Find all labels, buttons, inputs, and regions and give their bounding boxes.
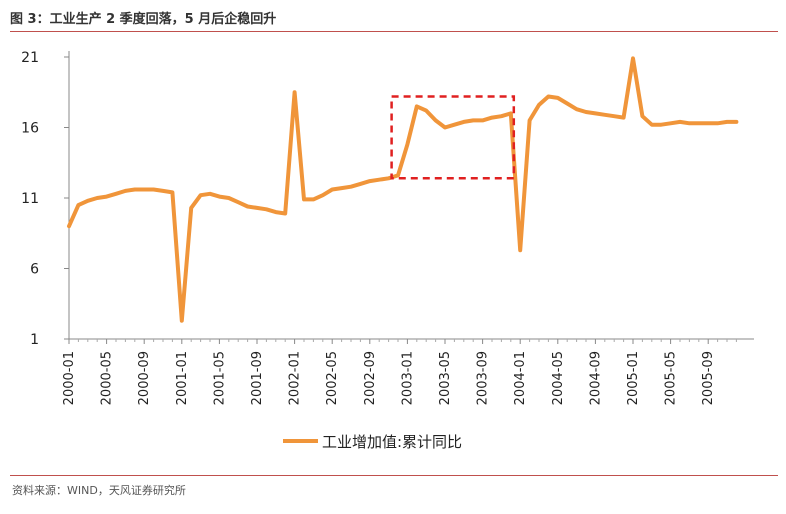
- y-tick-label: 1: [30, 332, 39, 348]
- x-tick-label: 2002-05: [325, 351, 340, 405]
- y-tick-label: 6: [30, 262, 39, 278]
- axes: [68, 51, 754, 340]
- legend: 工业增加值:累计同比: [283, 433, 462, 451]
- highlight-box: [390, 95, 516, 180]
- x-tick-label: 2003-01: [400, 351, 415, 405]
- x-tick-label: 2005-01: [626, 351, 641, 405]
- x-tick-label: 2005-05: [664, 351, 679, 405]
- x-tick-label: 2000-05: [100, 351, 115, 405]
- chart-title: 图 3：工业生产 2 季度回落，5 月后企稳回升: [10, 12, 277, 27]
- source-note: 资料来源：WIND，天风证券研究所: [12, 484, 186, 497]
- y-tick-label: 11: [21, 191, 39, 207]
- x-tick-label: 2003-05: [438, 351, 453, 405]
- x-tick-label: 2003-09: [476, 351, 491, 405]
- y-tick-label: 16: [21, 121, 39, 137]
- x-tick-label: 2001-09: [250, 351, 265, 405]
- x-tick-label: 2004-09: [588, 351, 603, 405]
- x-tick-label: 2005-09: [701, 351, 716, 405]
- bottom-divider: [10, 475, 778, 476]
- x-tick-label: 2002-09: [363, 351, 378, 405]
- x-tick-label: 2000-01: [62, 351, 77, 405]
- series-line: [67, 56, 739, 323]
- top-divider: [10, 31, 778, 32]
- x-tick-label: 2002-01: [288, 351, 303, 405]
- legend-label: 工业增加值:累计同比: [322, 433, 462, 451]
- x-tick-label: 2004-05: [551, 351, 566, 405]
- x-tick-label: 2004-01: [513, 351, 528, 405]
- x-ticks: 2000-01 2000-05 2000-09 2001-01 2001-05 2001-…: [62, 339, 737, 405]
- y-tick-label: 21: [21, 50, 39, 66]
- x-tick-label: 2001-05: [212, 351, 227, 405]
- x-tick-label: 2001-01: [175, 351, 190, 405]
- x-tick-label: 2000-09: [137, 351, 152, 405]
